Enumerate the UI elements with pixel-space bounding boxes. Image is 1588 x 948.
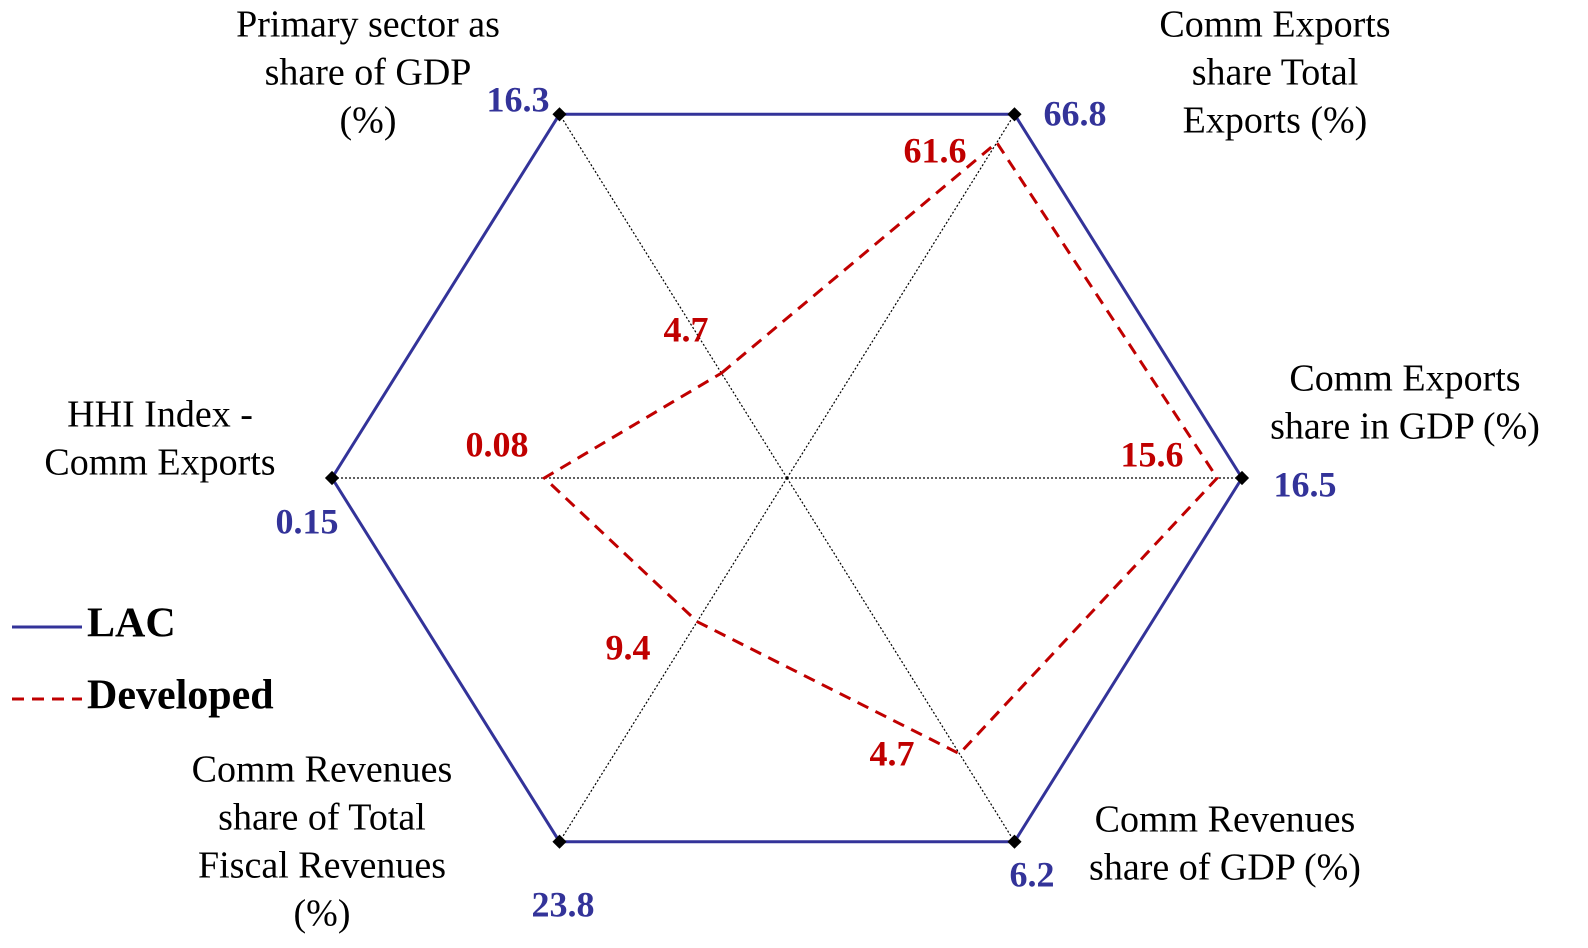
value-label: 0.08 [466, 424, 529, 464]
series-line [541, 140, 1220, 756]
value-label: 4.7 [664, 309, 709, 349]
legend-label: Developed [87, 673, 274, 719]
value-label: 4.7 [870, 733, 915, 773]
value-label: 9.4 [606, 627, 651, 667]
axis-label: (%) [340, 100, 397, 142]
axis-label: Comm Revenues [192, 749, 453, 791]
value-label: 61.6 [904, 130, 967, 170]
axis-line [558, 477, 788, 843]
value-label: 16.3 [487, 79, 550, 119]
axis-label: HHI Index - [67, 394, 253, 436]
vertex [1007, 107, 1022, 122]
value-label: 6.2 [1010, 854, 1055, 894]
value-label: 0.15 [276, 501, 339, 541]
axis-label: Comm Revenues [1095, 799, 1356, 841]
axis-label: share of GDP (%) [1089, 847, 1361, 889]
axis-label: Fiscal Revenues [198, 845, 446, 887]
vertex [1007, 834, 1022, 849]
value-label: 23.8 [532, 884, 595, 924]
axis-label: (%) [294, 893, 351, 935]
axis-label: Primary sector as [236, 4, 500, 46]
axis-label: share of GDP [265, 52, 472, 94]
axis-label: share in GDP (%) [1270, 406, 1540, 448]
axis-label: share of Total [218, 797, 426, 839]
vertex [324, 470, 340, 486]
vertex [1234, 470, 1250, 486]
value-label: 16.5 [1274, 464, 1337, 504]
vertex [552, 107, 567, 122]
axis-label: share Total [1192, 52, 1359, 94]
legend-label: LAC [87, 601, 176, 647]
axis-label: Comm Exports [1289, 358, 1520, 400]
value-label: 66.8 [1044, 93, 1107, 133]
axis-line [786, 113, 1016, 479]
vertex [552, 834, 567, 849]
axis-line [786, 477, 1016, 843]
value-label: 15.6 [1121, 434, 1184, 474]
axis-line [558, 113, 788, 479]
axis-label: Exports (%) [1183, 100, 1368, 142]
axis-label: Comm Exports [44, 442, 275, 484]
axis-label: Comm Exports [1159, 4, 1390, 46]
